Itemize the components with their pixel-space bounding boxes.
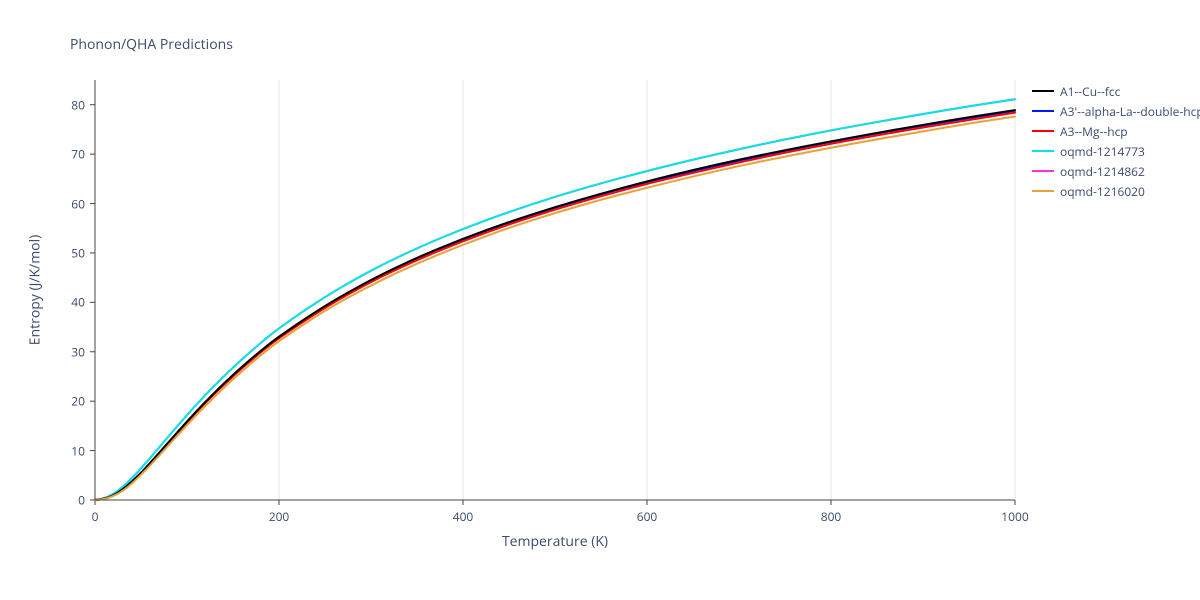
legend-item[interactable]: oqmd-1214773 [1032, 142, 1200, 160]
y-tick-label: 70 [71, 146, 85, 163]
x-axis-label: Temperature (K) [502, 532, 608, 551]
legend-item[interactable]: A3'--alpha-La--double-hcp [1032, 102, 1200, 120]
series-line[interactable] [95, 99, 1015, 500]
legend: A1--Cu--fcc A3'--alpha-La--double-hcp A3--… [1032, 82, 1200, 202]
plot-svg [95, 80, 1015, 500]
x-tick-label: 200 [269, 508, 290, 525]
legend-item[interactable]: A3--Mg--hcp [1032, 122, 1200, 140]
legend-item[interactable]: A1--Cu--fcc [1032, 82, 1200, 100]
legend-swatch [1032, 110, 1054, 112]
y-tick-label: 40 [71, 294, 85, 311]
x-tick-label: 0 [92, 508, 99, 525]
series-line[interactable] [95, 111, 1015, 500]
y-tick-label: 80 [71, 96, 85, 113]
plot-area[interactable] [95, 80, 1015, 500]
legend-item[interactable]: oqmd-1216020 [1032, 182, 1200, 200]
y-tick-label: 0 [78, 492, 85, 509]
series-line[interactable] [95, 110, 1015, 500]
series-line[interactable] [95, 99, 1015, 500]
x-tick-label: 1000 [1001, 508, 1028, 525]
series-line[interactable] [95, 113, 1015, 500]
legend-label: oqmd-1214773 [1060, 143, 1145, 160]
chart-title: Phonon/QHA Predictions [70, 35, 233, 54]
y-tick-label: 30 [71, 343, 85, 360]
legend-label: A3'--alpha-La--double-hcp [1060, 103, 1200, 120]
x-tick-label: 600 [637, 508, 658, 525]
x-tick-label: 400 [453, 508, 474, 525]
legend-swatch [1032, 90, 1054, 92]
x-tick-label: 800 [821, 508, 842, 525]
legend-label: A1--Cu--fcc [1060, 83, 1120, 100]
legend-label: oqmd-1216020 [1060, 183, 1145, 200]
legend-swatch [1032, 190, 1054, 192]
y-tick-label: 10 [71, 442, 85, 459]
legend-item[interactable]: oqmd-1214862 [1032, 162, 1200, 180]
legend-label: oqmd-1214862 [1060, 163, 1145, 180]
chart-root: Phonon/QHA Predictions Entropy (J/K/mol)… [0, 0, 1200, 600]
y-tick-label: 60 [71, 195, 85, 212]
y-tick-label: 20 [71, 393, 85, 410]
y-tick-label: 50 [71, 244, 85, 261]
series-line[interactable] [95, 117, 1015, 500]
legend-swatch [1032, 150, 1054, 152]
y-axis-label: Entropy (J/K/mol) [26, 235, 45, 346]
legend-label: A3--Mg--hcp [1060, 123, 1128, 140]
legend-swatch [1032, 130, 1054, 132]
legend-swatch [1032, 170, 1054, 172]
